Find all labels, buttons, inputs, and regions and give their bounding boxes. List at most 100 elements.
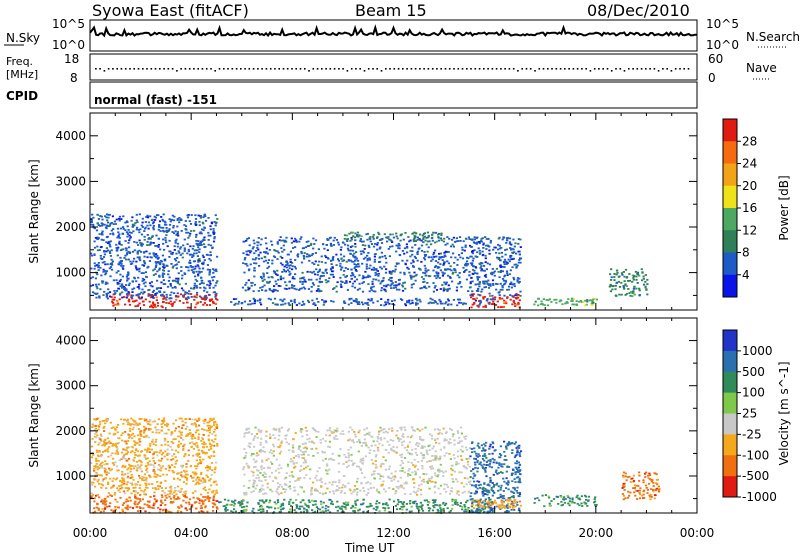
- heatmap-cell: [321, 271, 324, 274]
- heatmap-cell: [370, 297, 373, 300]
- heatmap-cell: [483, 507, 486, 510]
- heatmap-cell: [319, 441, 322, 444]
- heatmap-cell: [101, 461, 104, 464]
- heatmap-cell: [206, 424, 209, 427]
- heatmap-cell: [344, 267, 347, 269]
- heatmap-cell: [139, 432, 142, 435]
- heatmap-cell: [355, 270, 358, 272]
- heatmap-cell: [142, 476, 145, 479]
- heatmap-cell: [190, 435, 193, 437]
- freq-dot: [137, 68, 140, 70]
- heatmap-cell: [214, 434, 217, 437]
- heatmap-cell: [481, 237, 484, 240]
- heatmap-cell: [180, 230, 183, 232]
- heatmap-cell: [321, 506, 324, 509]
- heatmap-cell: [181, 256, 184, 259]
- heatmap-cell: [153, 502, 156, 505]
- heatmap-cell: [197, 449, 200, 451]
- heatmap-cell: [411, 302, 414, 304]
- heatmap-cell: [321, 510, 324, 512]
- heatmap-cell: [501, 238, 504, 241]
- heatmap-cell: [489, 239, 492, 242]
- heatmap-cell: [380, 280, 383, 283]
- heatmap-cell: [136, 503, 139, 505]
- heatmap-cell: [143, 429, 146, 431]
- heatmap-cell: [101, 498, 104, 501]
- heatmap-cell: [152, 297, 155, 299]
- heatmap-cell: [266, 282, 269, 284]
- freq-dot: [628, 68, 630, 70]
- heatmap-cell: [340, 257, 343, 260]
- heatmap-cell: [498, 257, 501, 259]
- freq-label: Freq.: [6, 55, 33, 68]
- heatmap-cell: [184, 476, 187, 479]
- heatmap-cell: [125, 442, 128, 445]
- heatmap-cell: [198, 456, 201, 458]
- heatmap-cell: [501, 297, 504, 300]
- heatmap-cell: [302, 499, 305, 502]
- heatmap-cell: [180, 287, 184, 290]
- heatmap-cell: [197, 452, 200, 455]
- heatmap-cell: [129, 430, 132, 432]
- heatmap-cell: [330, 432, 334, 434]
- heatmap-cell: [484, 502, 487, 505]
- heatmap-cell: [114, 433, 117, 435]
- heatmap-cell: [340, 280, 343, 283]
- heatmap-cell: [498, 291, 501, 293]
- heatmap-cell: [276, 303, 279, 306]
- heatmap-cell: [435, 455, 438, 458]
- heatmap-cell: [163, 420, 166, 422]
- heatmap-cell: [347, 464, 350, 467]
- heatmap-cell: [90, 221, 93, 223]
- heatmap-cell: [456, 274, 459, 277]
- heatmap-cell: [439, 237, 443, 240]
- heatmap-cell: [209, 234, 212, 237]
- heatmap-cell: [185, 470, 188, 473]
- heatmap-cell: [473, 249, 476, 252]
- heatmap-cell: [412, 240, 416, 243]
- heatmap-cell: [203, 214, 206, 217]
- heatmap-cell: [257, 248, 260, 251]
- heatmap-cell: [99, 225, 102, 227]
- heatmap-cell: [253, 275, 256, 278]
- heatmap-cell: [298, 507, 301, 510]
- heatmap-cell: [387, 278, 391, 281]
- heatmap-cell: [117, 424, 120, 426]
- heatmap-cell: [134, 441, 137, 444]
- heatmap-cell: [160, 500, 163, 503]
- heatmap-cell: [469, 286, 472, 289]
- heatmap-cell: [145, 250, 148, 253]
- heatmap-cell: [326, 238, 329, 240]
- heatmap-cell: [376, 242, 379, 244]
- heatmap-cell: [195, 467, 198, 470]
- heatmap-cell: [105, 487, 108, 490]
- heatmap-cell: [473, 302, 476, 305]
- heatmap-cell: [105, 294, 108, 297]
- heatmap-cell: [208, 271, 211, 274]
- heatmap-cell: [91, 484, 94, 486]
- heatmap-cell: [187, 236, 190, 239]
- heatmap-cell: [188, 253, 192, 256]
- heatmap-cell: [162, 422, 165, 424]
- heatmap-cell: [469, 483, 472, 486]
- freq-dot: [299, 68, 302, 70]
- heatmap-cell: [468, 274, 471, 277]
- heatmap-cell: [96, 503, 99, 505]
- heatmap-cell: [480, 268, 483, 271]
- heatmap-cell: [163, 248, 166, 251]
- heatmap-cell: [245, 505, 248, 508]
- heatmap-cell: [517, 301, 520, 304]
- heatmap-cell: [362, 459, 365, 462]
- heatmap-cell: [356, 231, 360, 234]
- heatmap-cell: [482, 247, 485, 249]
- heatmap-cell: [333, 436, 336, 439]
- heatmap-cell: [362, 457, 365, 460]
- heatmap-cell: [318, 467, 321, 469]
- heatmap-cell: [488, 252, 491, 255]
- heatmap-cell: [222, 505, 225, 508]
- heatmap-cell: [442, 264, 445, 266]
- heatmap-cell: [269, 298, 272, 301]
- heatmap-cell: [131, 300, 135, 303]
- heatmap-cell: [392, 475, 395, 478]
- heatmap-cell: [201, 477, 204, 480]
